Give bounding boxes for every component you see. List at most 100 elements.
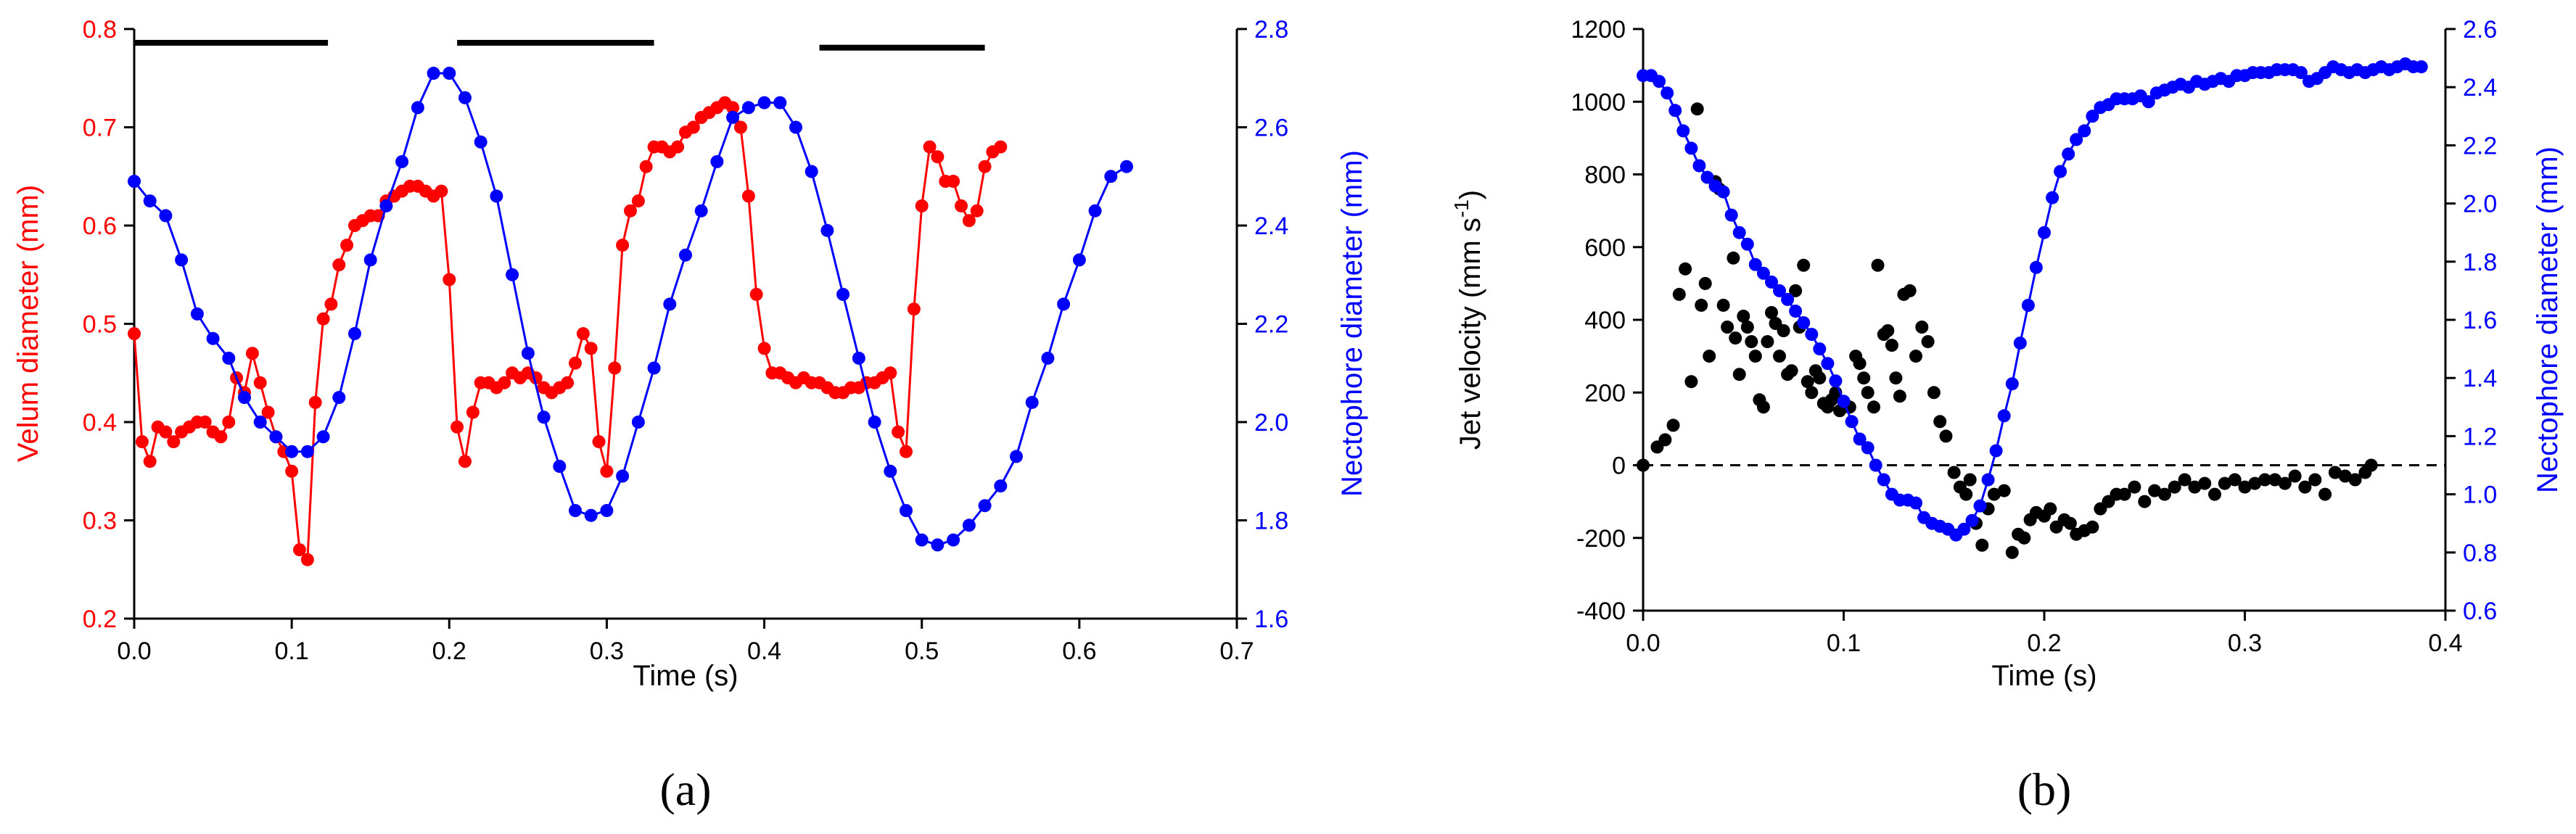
data-point-b-nectophore-diameter-10 <box>1716 185 1730 199</box>
data-point-b-jet-velocity-27 <box>1773 350 1786 363</box>
data-point-b-jet-velocity-4 <box>1672 287 1686 301</box>
data-point-b-jet-velocity-69 <box>1975 538 1989 552</box>
data-point-a-nectophore-diameter-23 <box>490 189 503 203</box>
data-point-b-nectophore-diameter-45 <box>1997 409 2011 423</box>
stimulus-bars-a <box>134 39 985 51</box>
data-point-b-jet-velocity-98 <box>2208 487 2221 501</box>
data-point-a-velum-diameter-76 <box>726 101 740 115</box>
y-axis-title-right-b: Nectophore diameter (mm) <box>2532 146 2564 493</box>
data-point-a-velum-diameter-22 <box>300 553 314 566</box>
series-group-a <box>128 67 1133 566</box>
data-point-b-nectophore-diameter-12 <box>1732 226 1746 239</box>
data-point-a-velum-diameter-1 <box>135 435 149 449</box>
data-point-a-nectophore-diameter-49 <box>900 504 913 517</box>
y-axis-title-right-a: Nectophore diameter (mm) <box>1336 150 1368 497</box>
data-point-a-nectophore-diameter-21 <box>458 91 472 104</box>
data-point-b-nectophore-diameter-28 <box>1861 441 1875 455</box>
data-point-b-jet-velocity-8 <box>1695 298 1708 312</box>
series-group-b <box>1637 57 2428 559</box>
data-point-b-nectophore-diameter-63 <box>2141 95 2155 109</box>
data-point-b-jet-velocity-67 <box>1963 473 1977 487</box>
data-point-a-nectophore-diameter-36 <box>694 204 708 218</box>
data-point-b-jet-velocity-100 <box>2228 473 2242 487</box>
data-point-a-nectophore-diameter-18 <box>411 101 424 115</box>
data-point-a-nectophore-diameter-34 <box>663 297 677 311</box>
y-left-tick-label-b-4: 400 <box>1584 307 1626 334</box>
data-point-a-velum-diameter-39 <box>435 184 448 198</box>
data-point-a-velum-diameter-60 <box>600 464 614 478</box>
x-tick-label-a-2: 0.2 <box>432 637 466 665</box>
data-point-b-jet-velocity-104 <box>2268 473 2281 487</box>
y-right-tick-label-b-2: 1.0 <box>2463 482 2497 509</box>
y-left-tick-label-a-4: 0.6 <box>83 212 117 240</box>
data-point-b-nectophore-diameter-16 <box>1765 275 1778 289</box>
data-point-b-nectophore-diameter-22 <box>1813 342 1827 356</box>
data-point-b-nectophore-diameter-27 <box>1853 432 1867 446</box>
data-point-a-nectophore-diameter-47 <box>868 416 881 429</box>
data-point-b-nectophore-diameter-6 <box>1684 141 1698 155</box>
data-point-a-velum-diameter-21 <box>293 543 306 557</box>
chart-panel-b: 0.0 0.1 0.2 0.3 0.4 -400 -200 0 200 400 600 800 1000… <box>1450 16 2564 815</box>
data-point-a-velum-diameter-16 <box>253 376 267 389</box>
data-point-a-nectophore-diameter-37 <box>710 154 724 168</box>
x-tick-label-a-0: 0.0 <box>117 637 151 665</box>
data-point-b-jet-velocity-66 <box>1959 487 1973 501</box>
data-point-a-velum-diameter-79 <box>749 287 763 301</box>
y-right-tick-label-b-7: 2.0 <box>2463 191 2497 218</box>
data-point-a-nectophore-diameter-10 <box>285 445 299 458</box>
data-point-a-velum-diameter-63 <box>624 204 637 218</box>
data-point-b-nectophore-diameter-52 <box>2054 165 2067 178</box>
y-axis-title-left-b-end: ) <box>1454 190 1486 199</box>
data-point-b-jet-velocity-92 <box>2148 484 2162 497</box>
data-point-b-jet-velocity-110 <box>2328 466 2342 479</box>
data-point-b-jet-velocity-102 <box>2248 476 2262 490</box>
data-point-b-jet-velocity-49 <box>1867 400 1880 414</box>
data-point-b-nectophore-diameter-41 <box>1965 513 1979 527</box>
data-point-b-jet-velocity-105 <box>2278 476 2292 490</box>
data-point-b-nectophore-diameter-14 <box>1748 257 1762 271</box>
y-right-tick-label-b-6: 1.8 <box>2463 249 2497 276</box>
data-point-b-jet-velocity-58 <box>1909 350 1922 363</box>
data-point-b-jet-velocity-35 <box>1805 386 1819 400</box>
data-point-a-nectophore-diameter-2 <box>159 209 173 223</box>
data-point-a-velum-diameter-9 <box>198 416 212 429</box>
data-point-b-nectophore-diameter-29 <box>1869 458 1882 472</box>
y-axis-title-left-b-sup: -1 <box>1450 199 1473 218</box>
data-point-b-jet-velocity-93 <box>2157 487 2171 501</box>
data-point-b-nectophore-diameter-47 <box>2013 337 2027 350</box>
data-point-a-nectophore-diameter-12 <box>316 430 330 444</box>
data-point-a-velum-diameter-106 <box>962 214 976 228</box>
data-point-a-nectophore-diameter-15 <box>363 253 377 267</box>
x-axis-title-a: Time (s) <box>633 660 738 692</box>
data-point-b-jet-velocity-96 <box>2188 480 2202 494</box>
data-point-b-jet-velocity-109 <box>2318 487 2332 501</box>
data-point-a-nectophore-diameter-59 <box>1057 297 1071 311</box>
data-point-b-nectophore-diameter-42 <box>1973 499 1987 513</box>
data-point-b-jet-velocity-73 <box>2005 545 2019 559</box>
data-point-b-jet-velocity-75 <box>2017 531 2031 545</box>
data-point-b-jet-velocity-34 <box>1801 375 1814 389</box>
x-tick-label-b-0: 0.0 <box>1626 629 1660 657</box>
data-point-b-jet-velocity-3 <box>1666 418 1680 432</box>
y-left-tick-label-a-1: 0.3 <box>83 508 117 535</box>
data-point-b-nectophore-diameter-25 <box>1837 395 1851 408</box>
data-point-b-jet-velocity-103 <box>2258 473 2272 487</box>
data-point-a-nectophore-diameter-57 <box>1025 395 1039 409</box>
data-point-b-nectophore-diameter-50 <box>2038 226 2051 239</box>
data-point-a-velum-diameter-11 <box>214 430 228 444</box>
data-point-a-nectophore-diameter-58 <box>1041 351 1055 365</box>
data-point-b-jet-velocity-63 <box>1939 429 1953 443</box>
panel-label-b: (b) <box>2017 764 2072 815</box>
data-point-b-nectophore-diameter-40 <box>1957 522 1971 536</box>
data-point-a-velum-diameter-99 <box>907 302 921 316</box>
y-right-tick-label-b-5: 1.6 <box>2463 307 2497 334</box>
x-tick-label-a-5: 0.5 <box>905 637 939 665</box>
data-point-b-nectophore-diameter-19 <box>1789 305 1803 318</box>
data-point-b-nectophore-diameter-56 <box>2086 110 2099 123</box>
data-point-b-nectophore-diameter-2 <box>1653 75 1666 88</box>
data-point-b-jet-velocity-21 <box>1748 350 1762 363</box>
data-point-b-jet-velocity-89 <box>2118 487 2131 501</box>
data-point-a-nectophore-diameter-22 <box>474 135 487 149</box>
data-point-a-nectophore-diameter-6 <box>222 351 236 365</box>
data-point-b-nectophore-diameter-48 <box>2021 299 2035 312</box>
